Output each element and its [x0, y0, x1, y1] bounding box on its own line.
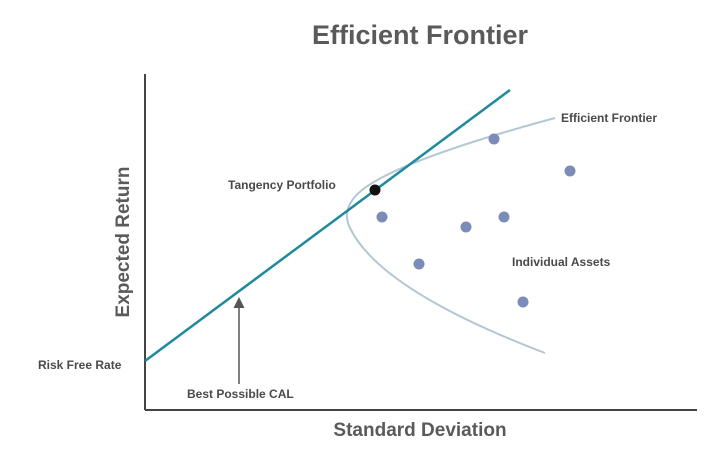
tangency-portfolio-point — [369, 184, 381, 196]
x-axis-label: Standard Deviation — [333, 420, 506, 441]
efficient-frontier-label: Efficient Frontier — [561, 111, 657, 125]
asset-point — [413, 258, 425, 270]
up-arrow-icon — [233, 297, 245, 308]
tangency-portfolio-label: Tangency Portfolio — [228, 178, 336, 192]
asset-point — [498, 211, 510, 223]
asset-point — [376, 211, 388, 223]
y-axis-label: Expected Return — [113, 167, 134, 318]
efficient-frontier-curve — [346, 117, 556, 354]
chart-title: Efficient Frontier — [312, 20, 529, 50]
asset-point — [488, 133, 500, 145]
capital-allocation-line — [144, 88, 511, 363]
asset-point — [460, 221, 472, 233]
individual-assets-label: Individual Assets — [512, 255, 611, 269]
asset-point — [564, 165, 576, 177]
asset-point — [517, 296, 529, 308]
best-possible-cal-label: Best Possible CAL — [187, 387, 294, 401]
risk-free-rate-label: Risk Free Rate — [38, 358, 122, 372]
